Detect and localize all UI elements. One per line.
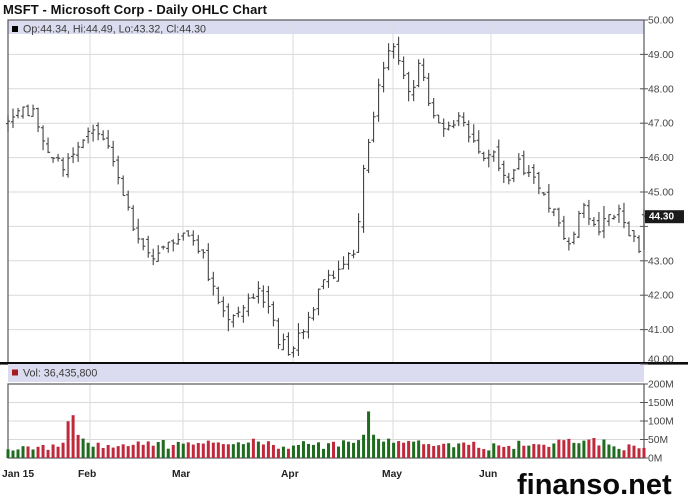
svg-text:150M: 150M	[648, 398, 674, 409]
svg-text:finanso.net: finanso.net	[517, 469, 672, 501]
svg-text:50.00: 50.00	[648, 16, 674, 27]
svg-text:41.00: 41.00	[648, 325, 674, 336]
svg-text:100M: 100M	[648, 417, 674, 428]
svg-text:Op:44.34, Hi:44.49, Lo:43.32,: Op:44.34, Hi:44.49, Lo:43.32, Cl:44.30	[23, 24, 206, 36]
svg-text:45.00: 45.00	[648, 188, 674, 199]
svg-text:44.30: 44.30	[649, 212, 674, 223]
svg-text:Apr: Apr	[281, 469, 299, 480]
svg-text:Vol: 36,435,800: Vol: 36,435,800	[23, 368, 97, 380]
svg-text:46.00: 46.00	[648, 153, 674, 164]
svg-text:42.00: 42.00	[648, 291, 674, 302]
svg-text:0M: 0M	[648, 454, 662, 465]
svg-text:50M: 50M	[648, 435, 668, 446]
svg-text:43.00: 43.00	[648, 256, 674, 267]
svg-text:May: May	[382, 469, 402, 480]
svg-text:Jan 15: Jan 15	[2, 469, 34, 480]
svg-text:Jun: Jun	[479, 469, 497, 480]
svg-text:Feb: Feb	[78, 469, 96, 480]
svg-text:Mar: Mar	[172, 469, 190, 480]
svg-text:40.00: 40.00	[648, 355, 674, 366]
svg-text:200M: 200M	[648, 380, 674, 391]
svg-text:47.00: 47.00	[648, 119, 674, 130]
svg-text:48.00: 48.00	[648, 84, 674, 95]
svg-text:49.00: 49.00	[648, 50, 674, 61]
